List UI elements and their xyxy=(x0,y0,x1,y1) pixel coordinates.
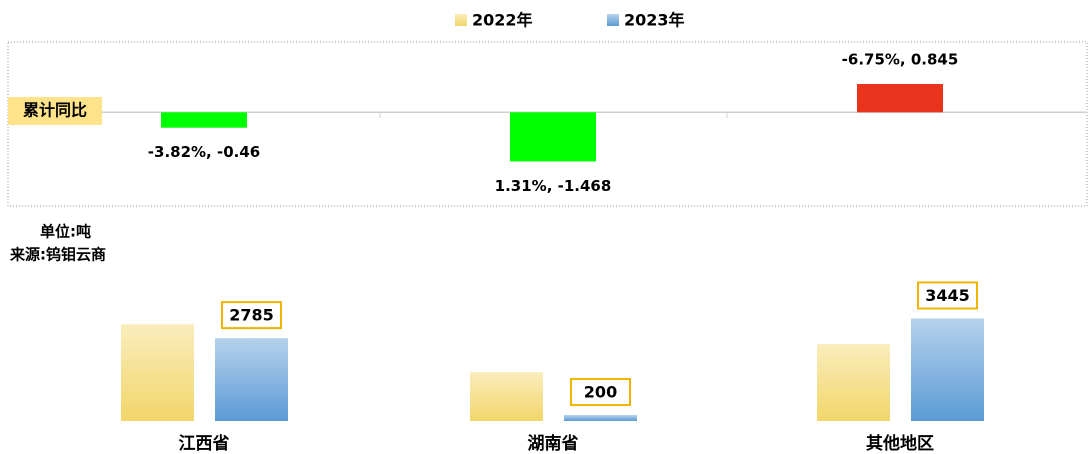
ylabel-box xyxy=(8,97,102,125)
data-label: 200 xyxy=(584,383,617,402)
x-tick-label: 其他地区 xyxy=(866,433,934,454)
bar xyxy=(911,318,984,421)
bar xyxy=(857,84,943,113)
annotation: 单位:吨 xyxy=(40,223,91,241)
x-tick-label: 湖南省 xyxy=(528,433,579,454)
bar xyxy=(161,112,247,128)
bar xyxy=(564,415,637,421)
data-label: -3.82%, -0.46 xyxy=(148,143,260,161)
bar xyxy=(510,112,596,162)
data-label: -6.75%, 0.845 xyxy=(842,51,959,69)
data-label: 2785 xyxy=(229,306,274,325)
legend-label: 2023年 xyxy=(624,11,685,30)
bar xyxy=(470,372,543,421)
bar xyxy=(817,344,890,421)
legend-swatch xyxy=(455,14,467,26)
data-label-box xyxy=(570,378,631,407)
data-label-box xyxy=(221,301,282,330)
x-tick-label: 江西省 xyxy=(179,433,230,454)
annotation: 来源:钨钼云商 xyxy=(9,246,106,264)
data-label-box xyxy=(917,281,978,310)
bar xyxy=(121,324,194,421)
data-label: 3445 xyxy=(925,286,970,305)
legend-swatch xyxy=(607,14,619,26)
y-axis-label: 累计同比 xyxy=(23,101,87,120)
legend-label: 2022年 xyxy=(472,11,533,30)
bar xyxy=(215,338,288,421)
data-label: 1.31%, -1.468 xyxy=(495,177,612,195)
